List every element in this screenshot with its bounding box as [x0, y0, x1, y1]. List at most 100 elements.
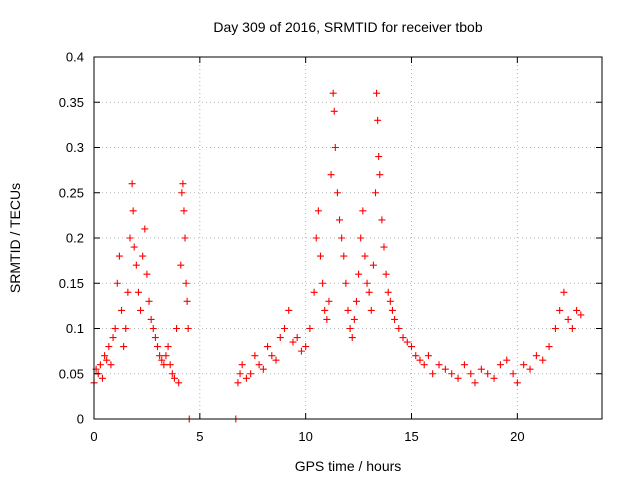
data-point — [448, 370, 456, 378]
data-point — [96, 361, 104, 369]
data-point — [346, 325, 354, 332]
chart-title: Day 309 of 2016, SRMTID for receiver tbo… — [213, 19, 482, 35]
data-point — [539, 356, 547, 364]
data-point — [264, 343, 272, 351]
data-point — [242, 374, 250, 382]
data-point — [101, 352, 109, 360]
data-point — [268, 352, 276, 360]
data-point — [496, 361, 504, 369]
data-point — [247, 370, 255, 378]
data-point — [490, 374, 498, 382]
data-point — [306, 325, 314, 332]
data-point — [145, 297, 153, 305]
data-point — [376, 171, 384, 179]
data-point — [386, 297, 394, 305]
data-point — [503, 356, 511, 364]
data-point — [435, 361, 443, 369]
data-point — [429, 370, 437, 378]
data-point — [154, 343, 161, 351]
data-point — [403, 338, 411, 346]
data-point — [139, 252, 147, 260]
y-axis-label: SRMTID / TECUs — [7, 183, 23, 293]
data-point — [158, 356, 166, 364]
data-point — [168, 370, 176, 378]
data-point — [137, 306, 145, 314]
data-point — [325, 297, 333, 305]
data-point — [314, 207, 322, 215]
data-point — [134, 288, 142, 296]
data-point — [109, 334, 117, 342]
x-tick-label: 0 — [90, 429, 97, 444]
data-point — [103, 356, 111, 364]
x-tick-label: 5 — [196, 429, 203, 444]
data-point — [348, 334, 356, 342]
data-point — [118, 306, 126, 314]
data-point — [560, 288, 568, 296]
data-point — [477, 365, 485, 373]
data-point — [276, 334, 284, 342]
data-point — [111, 325, 119, 332]
data-point — [441, 365, 449, 373]
y-tick-label: 0.3 — [66, 140, 84, 155]
y-tick-label: 0.4 — [66, 50, 84, 65]
x-tick-label: 10 — [298, 429, 312, 444]
data-point — [107, 361, 115, 369]
data-point — [532, 352, 540, 360]
data-point — [316, 252, 324, 260]
data-point — [380, 243, 388, 251]
y-tick-label: 0 — [77, 412, 84, 427]
data-point — [180, 207, 188, 215]
data-point — [151, 334, 159, 342]
data-point — [130, 243, 138, 251]
x-tick-label: 15 — [404, 429, 418, 444]
data-point — [234, 379, 242, 387]
data-point — [373, 89, 381, 97]
data-point — [471, 379, 479, 387]
data-point — [388, 306, 396, 314]
data-point — [338, 234, 346, 242]
data-point — [162, 352, 170, 360]
data-point — [520, 361, 528, 369]
data-point — [160, 361, 168, 369]
data-point — [330, 107, 338, 115]
data-point — [182, 279, 190, 287]
data-point — [382, 270, 390, 278]
data-point — [329, 89, 337, 97]
data-point — [509, 370, 517, 378]
x-tick-label: 20 — [510, 429, 524, 444]
data-point — [184, 325, 192, 332]
data-point — [312, 234, 320, 242]
data-point — [331, 144, 339, 151]
data-point — [181, 234, 189, 242]
data-point — [344, 306, 352, 314]
data-point — [183, 297, 191, 305]
data-point — [124, 288, 132, 296]
data-point — [128, 180, 136, 188]
data-point — [408, 343, 415, 351]
data-point — [357, 234, 365, 242]
data-point — [115, 252, 123, 260]
data-point — [399, 334, 407, 342]
data-point — [577, 311, 585, 319]
data-point — [105, 343, 113, 351]
y-tick-label: 0.15 — [59, 276, 84, 291]
data-point — [367, 306, 375, 314]
data-point — [526, 365, 534, 373]
data-point — [285, 306, 293, 314]
data-point — [424, 352, 432, 360]
data-point — [132, 261, 140, 269]
axis-ticks: 0 0.05 0.1 0.15 0.2 0.25 0.3 0.35 0.4 0 5 10 15 20 — [59, 50, 602, 444]
data-point — [467, 370, 475, 378]
data-point — [564, 315, 572, 323]
data-point — [573, 306, 581, 314]
data-points — [90, 89, 585, 423]
data-point — [395, 325, 403, 332]
data-point — [255, 361, 263, 369]
data-point — [420, 361, 428, 369]
data-point — [568, 325, 576, 332]
data-point — [272, 356, 280, 364]
data-point — [369, 261, 377, 269]
data-point — [310, 288, 318, 296]
data-point — [236, 370, 244, 378]
